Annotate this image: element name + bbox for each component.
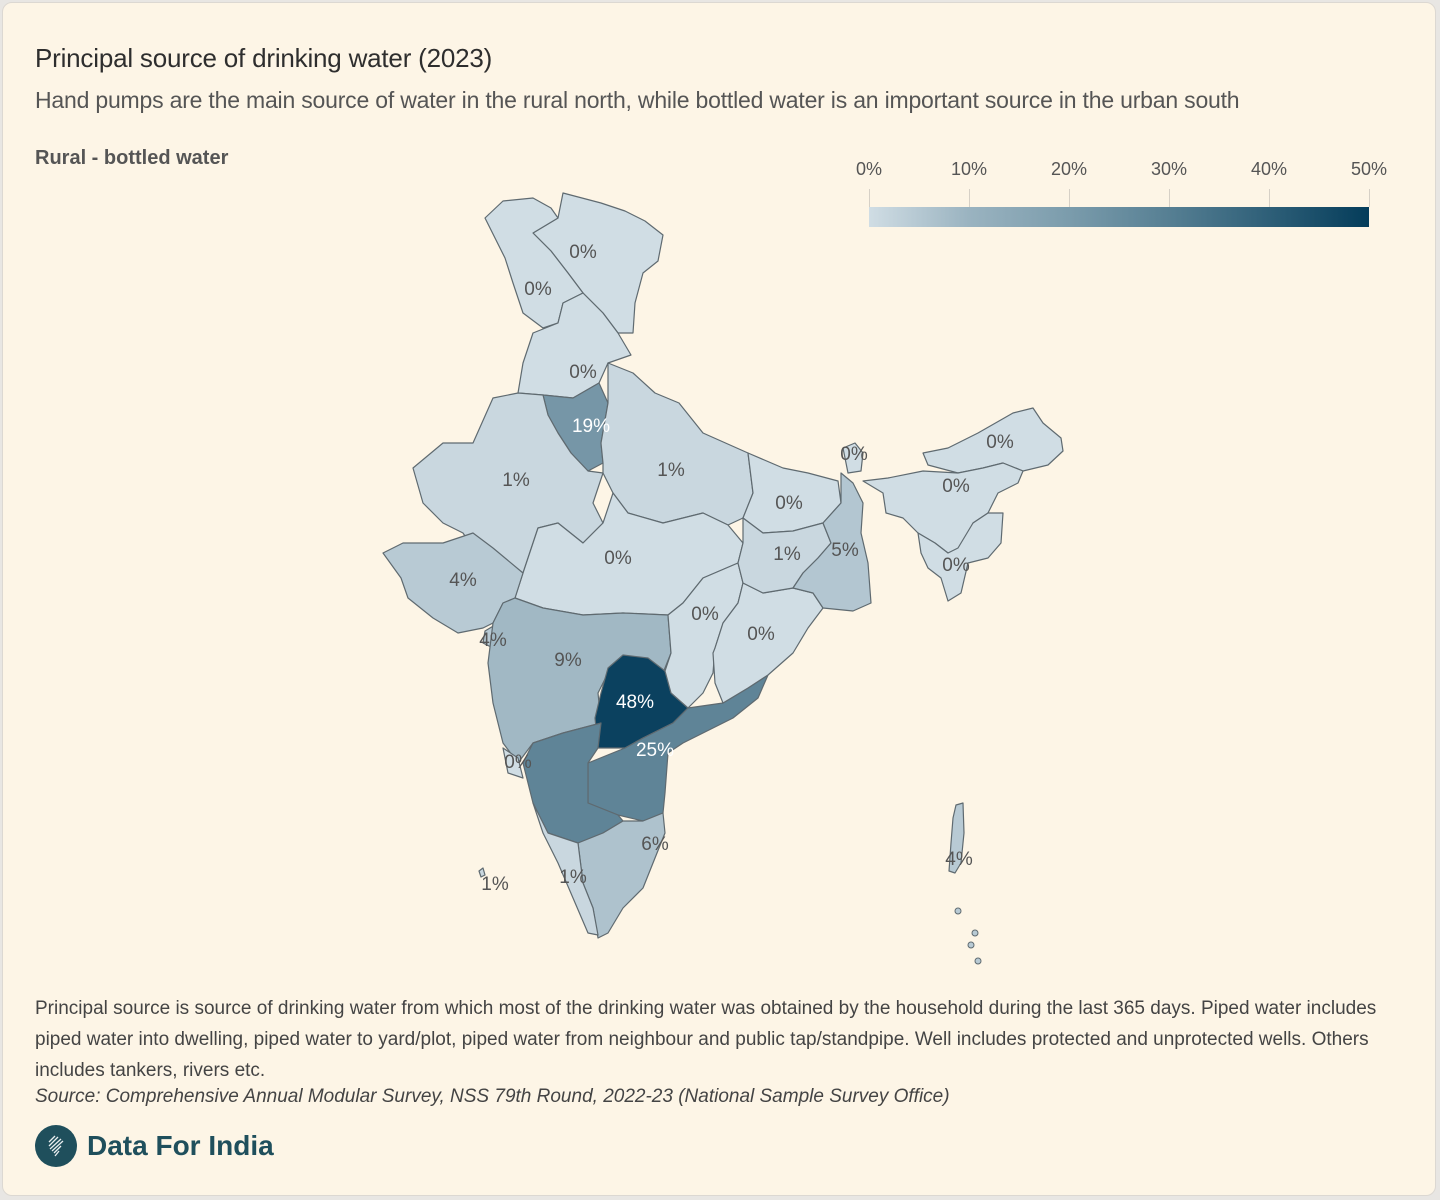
state-region [917, 512, 1004, 602]
brand: Data For India [35, 1125, 274, 1167]
legend-tick-label: 30% [1150, 159, 1188, 179]
region-value-label: 0% [691, 604, 719, 625]
legend-tick-label: 40% [1250, 159, 1288, 179]
region-value-label: 25% [636, 740, 674, 761]
legend-tick [1069, 189, 1070, 207]
legend-tick [1169, 189, 1170, 207]
region-value-label: 5% [831, 540, 859, 561]
region-value-label: 48% [616, 692, 654, 713]
state-region [532, 802, 599, 936]
legend-gradient-bar [869, 207, 1369, 227]
india-map-logo-icon [35, 1125, 77, 1167]
legend-tick-label: 20% [1050, 159, 1088, 179]
region-value-label: 0% [504, 752, 532, 773]
legend-tick-label: 50% [1350, 159, 1388, 179]
region-value-label: 0% [604, 548, 632, 569]
chart-title: Principal source of drinking water (2023… [35, 43, 493, 73]
state-region [478, 867, 486, 878]
region-value-label: 4% [449, 570, 477, 591]
region-value-label: 0% [569, 242, 597, 263]
region-value-label: 9% [554, 650, 582, 671]
region-value-label: 0% [569, 362, 597, 383]
legend-tick [1269, 189, 1270, 207]
region-value-label: 0% [942, 476, 970, 497]
region-value-label: 4% [479, 630, 507, 651]
state-region [792, 472, 872, 612]
region-value-label: 0% [775, 493, 803, 514]
brand-name: Data For India [87, 1130, 274, 1161]
region-value-label: 0% [986, 432, 1014, 453]
region-value-label: 6% [641, 834, 669, 855]
state-region [484, 197, 584, 329]
island-marker [954, 907, 962, 915]
island-marker [971, 929, 979, 937]
chart-subtitle: Hand pumps are the main source of water … [35, 87, 1240, 113]
region-value-label: 19% [572, 416, 610, 437]
source-note: Source: Comprehensive Annual Modular Sur… [35, 1086, 950, 1107]
region-value-label: 0% [524, 279, 552, 300]
legend-tick [869, 189, 870, 207]
state-region [842, 442, 864, 474]
map-label: Rural - bottled water [35, 147, 229, 169]
region-value-label: 0% [942, 555, 970, 576]
region-value-label: 1% [773, 544, 801, 565]
legend-tick-label: 0% [855, 159, 883, 179]
state-region [600, 362, 754, 526]
region-value-label: 0% [747, 624, 775, 645]
color-legend: 0% 10% 20% 30% 40% 50% [856, 159, 1387, 239]
india-choropleth-map: 0% 0% 0% 19% 1% 1% 0% 4% 4% 9% 0% 48% 25% 0% 0% 0% 1% 5% 0… [382, 192, 1064, 965]
footnote: Principal source is source of drinking w… [35, 998, 1377, 1081]
state-region [502, 747, 524, 779]
region-value-label: 1% [559, 867, 587, 888]
island-marker [974, 957, 982, 965]
region-value-label: 1% [481, 874, 509, 895]
legend-tick [969, 189, 970, 207]
region-value-label: 0% [840, 444, 868, 465]
region-value-label: 1% [502, 470, 530, 491]
state-region [948, 802, 965, 874]
legend-tick [1369, 189, 1370, 207]
island-marker [967, 941, 975, 949]
region-value-label: 4% [945, 849, 973, 870]
legend-tick-label: 10% [950, 159, 988, 179]
region-value-label: 1% [657, 460, 685, 481]
